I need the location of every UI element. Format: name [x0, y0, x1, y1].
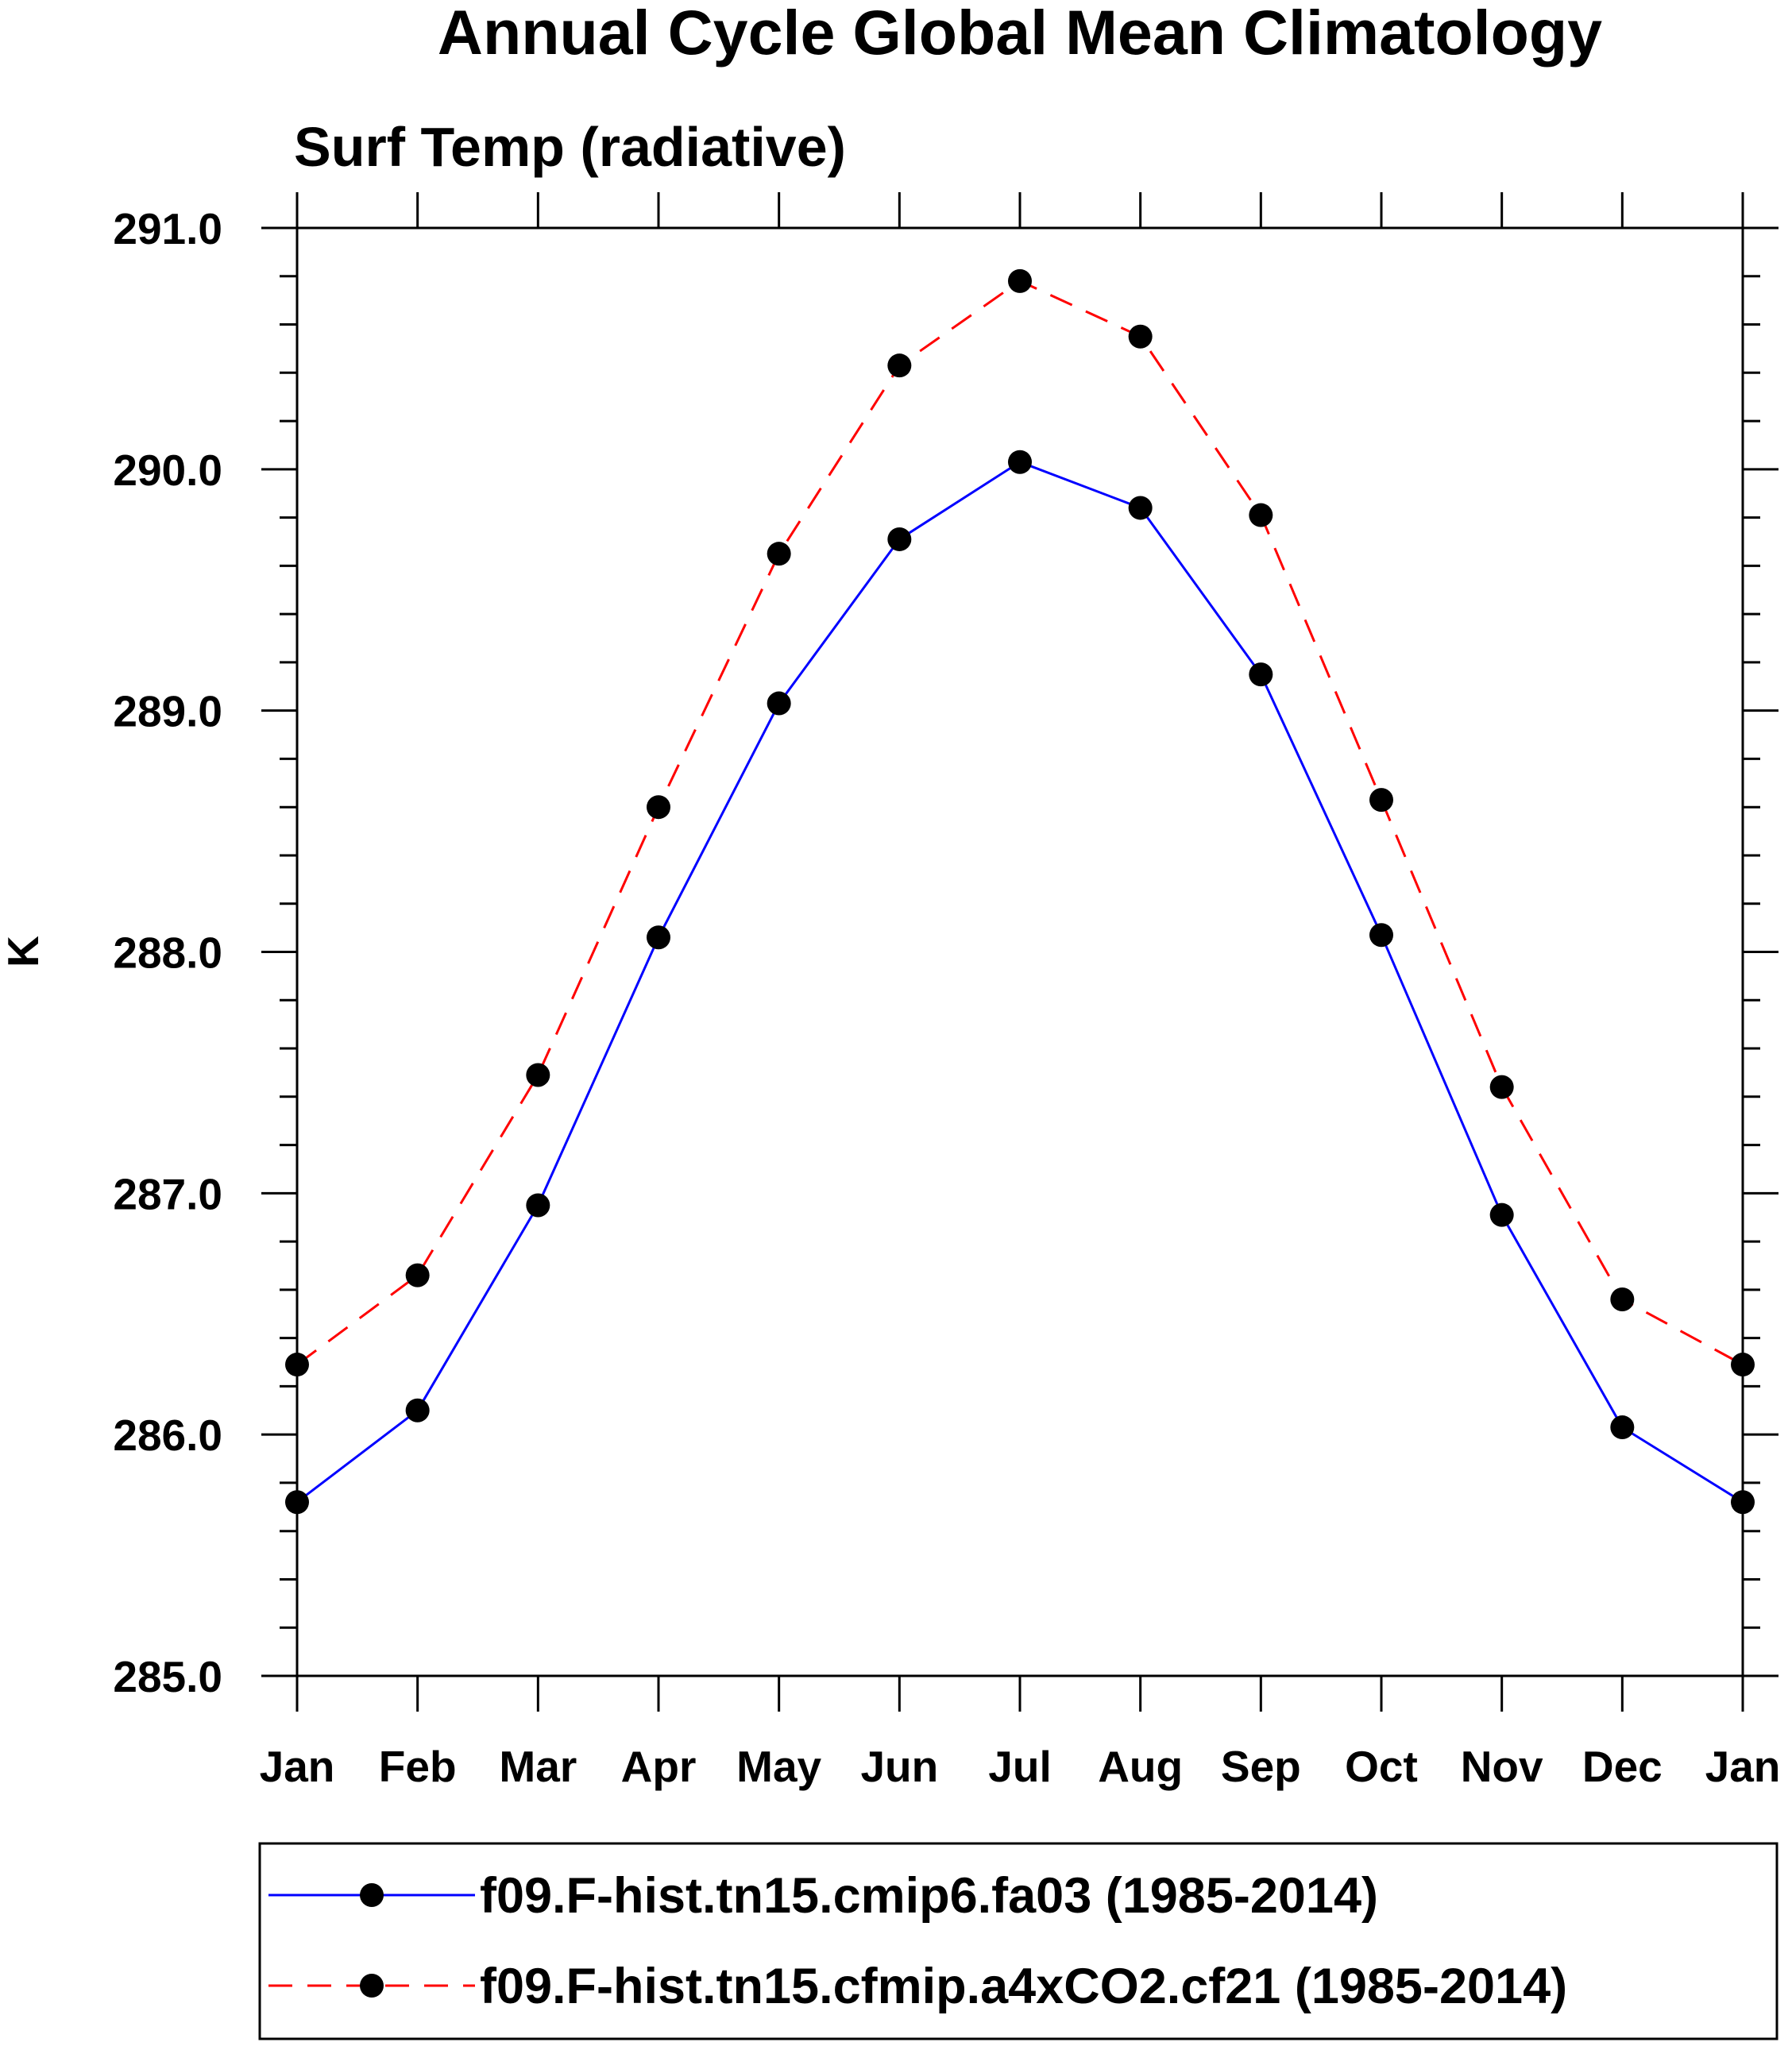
data-point [1489, 1203, 1514, 1227]
y-axis-label: K [0, 936, 48, 967]
y-tick-label: 288.0 [113, 928, 222, 978]
data-point [1008, 268, 1032, 293]
x-tick-label: Sep [1221, 1742, 1301, 1791]
data-point [1128, 324, 1153, 349]
data-point [1369, 923, 1393, 948]
x-tick-label: Nov [1461, 1742, 1543, 1791]
x-tick-label: Dec [1582, 1742, 1663, 1791]
legend-marker [360, 1883, 384, 1907]
data-point [1128, 496, 1153, 520]
x-tick-label: Jan [1705, 1742, 1781, 1791]
legend-marker [360, 1974, 384, 1998]
x-tick-label: Oct [1345, 1742, 1418, 1791]
data-point [285, 1490, 309, 1515]
data-point [1610, 1287, 1635, 1312]
data-point [285, 1353, 309, 1377]
y-tick-label: 291.0 [113, 204, 222, 253]
data-point [1008, 450, 1032, 474]
data-point [526, 1193, 550, 1218]
data-point [767, 691, 791, 716]
y-tick-label: 289.0 [113, 687, 222, 736]
y-axis-tick-labels: 285.0 286.0 287.0 288.0 289.0 290.0 291.0 [113, 204, 222, 1701]
x-tick-label: Aug [1098, 1742, 1183, 1791]
y-tick-label: 287.0 [113, 1169, 222, 1218]
data-point [1249, 662, 1273, 687]
data-point [1731, 1490, 1755, 1515]
data-point [647, 795, 670, 820]
x-tick-label: Jul [988, 1742, 1051, 1791]
data-point [1369, 788, 1393, 813]
data-point [887, 353, 912, 378]
x-tick-label: Jan [260, 1742, 335, 1791]
x-tick-label: Mar [499, 1742, 577, 1791]
axis-ticks [261, 192, 1778, 1712]
x-tick-label: Feb [379, 1742, 457, 1791]
data-point [526, 1063, 550, 1087]
legend-box [258, 1842, 1778, 2040]
data-point [405, 1263, 430, 1287]
chart-title: Annual Cycle Global Mean Climatology [438, 0, 1602, 68]
chart-subtitle: Surf Temp (radiative) [294, 116, 846, 178]
data-point [647, 925, 670, 950]
data-point [1489, 1075, 1514, 1099]
data-point [1731, 1353, 1755, 1377]
legend: f09.F-hist.tn15.cmip6.fa03 (1985-2014) f0… [268, 1868, 1567, 2014]
x-axis-tick-labels: Jan Feb Mar Apr May Jun Jul Aug Sep Oct Nov Dec Jan [260, 1742, 1781, 1791]
legend-label: f09.F-hist.tn15.cmip6.fa03 (1985-2014) [480, 1868, 1378, 1924]
x-tick-label: May [736, 1742, 821, 1791]
y-tick-label: 290.0 [113, 446, 222, 495]
x-tick-label: Jun [860, 1742, 938, 1791]
series-markers [285, 268, 1755, 1515]
x-tick-label: Apr [621, 1742, 697, 1791]
data-point [887, 527, 912, 551]
y-tick-label: 286.0 [113, 1411, 222, 1460]
data-point [1610, 1415, 1635, 1440]
series-line-1 [296, 461, 1744, 1504]
data-point [405, 1398, 430, 1423]
y-tick-label: 285.0 [113, 1652, 222, 1701]
data-point [1249, 503, 1273, 527]
series-line-2 [296, 280, 1744, 1366]
legend-label: f09.F-hist.tn15.cfmip.a4xCO2.cf21 (1985-… [480, 1959, 1567, 2014]
data-point [767, 542, 791, 566]
plot-frame [295, 226, 1744, 1677]
